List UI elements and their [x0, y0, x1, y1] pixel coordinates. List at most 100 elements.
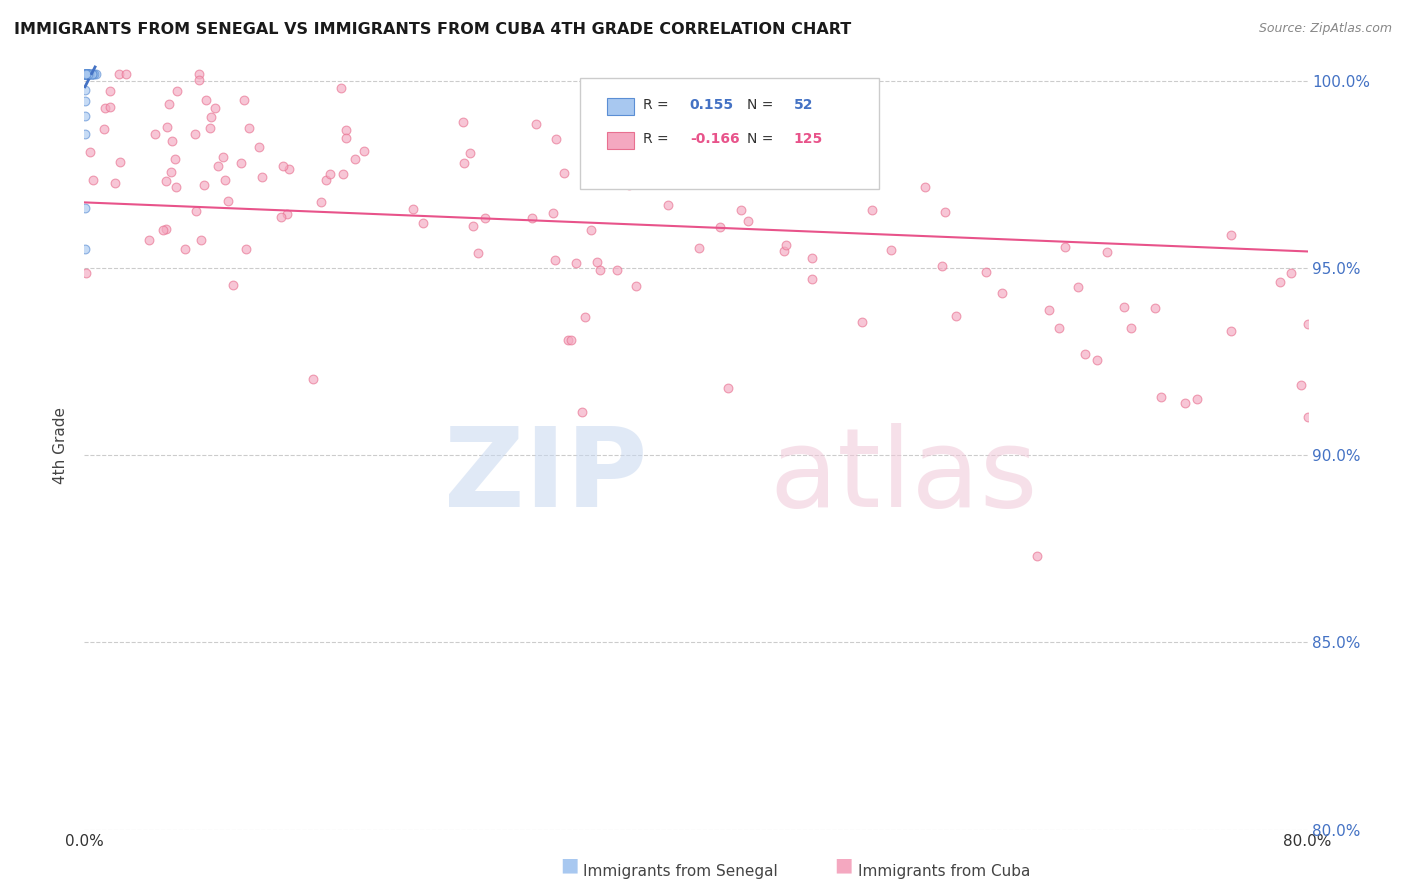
Point: [83, 67, 105, 81]
Point: [1185, 392, 1208, 406]
Point: [75, 67, 97, 81]
Point: [76, 67, 98, 81]
Point: [851, 315, 873, 329]
Text: ■: ■: [834, 855, 853, 874]
Point: [276, 207, 298, 221]
Point: [75, 67, 97, 81]
Text: IMMIGRANTS FROM SENEGAL VS IMMIGRANTS FROM CUBA 4TH GRADE CORRELATION CHART: IMMIGRANTS FROM SENEGAL VS IMMIGRANTS FR…: [14, 22, 851, 37]
Point: [138, 233, 160, 247]
Point: [195, 93, 218, 107]
Text: Immigrants from Senegal: Immigrants from Senegal: [583, 863, 779, 879]
Point: [934, 205, 956, 219]
Point: [617, 178, 640, 193]
Y-axis label: 4th Grade: 4th Grade: [53, 408, 69, 484]
Point: [162, 134, 184, 148]
Point: [75, 67, 97, 81]
Point: [77, 67, 100, 81]
Point: [235, 242, 257, 256]
Point: [571, 405, 593, 419]
Point: [557, 333, 579, 347]
Text: 125: 125: [794, 132, 823, 146]
Point: [79, 145, 101, 160]
Point: [1143, 301, 1166, 315]
Point: [76, 67, 98, 81]
Point: [474, 211, 496, 225]
Text: N =: N =: [748, 132, 773, 146]
Point: [737, 214, 759, 228]
Point: [84, 67, 107, 81]
Point: [1220, 324, 1243, 338]
Point: [75, 67, 97, 81]
Point: [155, 174, 177, 188]
Point: [541, 206, 564, 220]
Point: [75, 67, 97, 81]
Point: [75, 67, 97, 81]
Point: [1279, 266, 1302, 280]
Point: [800, 252, 823, 266]
Point: [75, 67, 97, 81]
Point: [76, 67, 98, 81]
Point: [82, 67, 104, 81]
Point: [73, 94, 96, 108]
Point: [250, 169, 273, 184]
Point: [1047, 321, 1070, 335]
Point: [80, 67, 103, 81]
Point: [231, 156, 253, 170]
Point: [93, 122, 115, 136]
Point: [353, 144, 375, 158]
Point: [73, 110, 96, 124]
Point: [160, 165, 183, 179]
Point: [76, 67, 98, 81]
Point: [585, 255, 607, 269]
Point: [75, 67, 97, 81]
Point: [200, 110, 222, 124]
Point: [520, 211, 543, 225]
Point: [143, 127, 166, 141]
Point: [80, 67, 103, 81]
Point: [1270, 275, 1292, 289]
Point: [77, 67, 100, 81]
Point: [1095, 244, 1118, 259]
Point: [108, 154, 131, 169]
Point: [238, 120, 260, 135]
Point: [155, 222, 177, 236]
Point: [318, 167, 340, 181]
Point: [688, 241, 710, 255]
Point: [76, 67, 98, 81]
Point: [657, 198, 679, 212]
Point: [945, 310, 967, 324]
Point: [309, 194, 332, 209]
Point: [232, 93, 254, 107]
Point: [79, 67, 101, 81]
Point: [73, 83, 96, 97]
Bar: [606, 98, 634, 114]
Point: [82, 173, 104, 187]
Point: [606, 262, 628, 277]
Text: -0.166: -0.166: [690, 132, 740, 146]
Point: [193, 178, 215, 192]
Point: [1150, 390, 1173, 404]
Point: [624, 279, 647, 293]
Point: [184, 203, 207, 218]
Point: [115, 67, 138, 81]
Text: 0.155: 0.155: [690, 97, 734, 112]
Text: R =: R =: [644, 97, 669, 112]
Point: [574, 310, 596, 324]
Point: [1121, 321, 1143, 335]
Point: [76, 67, 98, 81]
Point: [773, 244, 796, 259]
Point: [709, 220, 731, 235]
Point: [1074, 347, 1097, 361]
Point: [565, 256, 588, 270]
Point: [75, 67, 97, 81]
Point: [270, 210, 292, 224]
Point: [75, 67, 97, 81]
Point: [343, 153, 366, 167]
Point: [730, 202, 752, 217]
Text: 52: 52: [794, 97, 813, 112]
Point: [77, 67, 100, 81]
Point: [302, 372, 325, 386]
Point: [204, 101, 226, 115]
Point: [458, 145, 481, 160]
Point: [1296, 317, 1319, 331]
